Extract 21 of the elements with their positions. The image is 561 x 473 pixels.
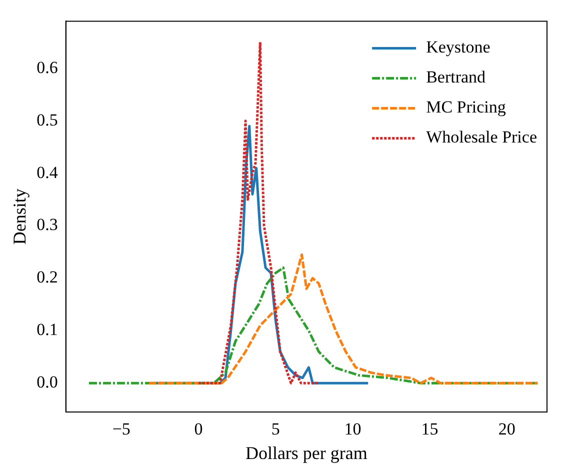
legend-label: Wholesale Price: [426, 128, 538, 147]
x-axis-title: Dollars per gram: [245, 442, 368, 463]
x-tick-label: 5: [271, 420, 280, 439]
x-tick-label: −5: [112, 420, 130, 439]
x-tick-label: 20: [498, 420, 516, 439]
line-series: [197, 40, 320, 384]
x-tick-label: 15: [421, 420, 438, 439]
y-tick-label: 0.1: [36, 320, 58, 340]
y-tick-label: 0.5: [36, 110, 58, 130]
legend-label: Keystone: [426, 38, 490, 57]
x-tick-label: 10: [344, 420, 362, 439]
y-tick-label: 0.0: [36, 372, 58, 392]
y-tick-label: 0.6: [36, 58, 58, 77]
line-series: [148, 253, 539, 384]
y-tick-label: 0.3: [36, 215, 58, 234]
x-tick-label: 0: [194, 420, 203, 439]
legend-label: Bertrand: [426, 68, 486, 87]
y-axis-title: Density: [10, 188, 30, 245]
legend-label: MC Pricing: [426, 98, 506, 117]
y-tick-label: 0.4: [36, 162, 58, 182]
y-tick-label: 0.2: [36, 268, 58, 287]
